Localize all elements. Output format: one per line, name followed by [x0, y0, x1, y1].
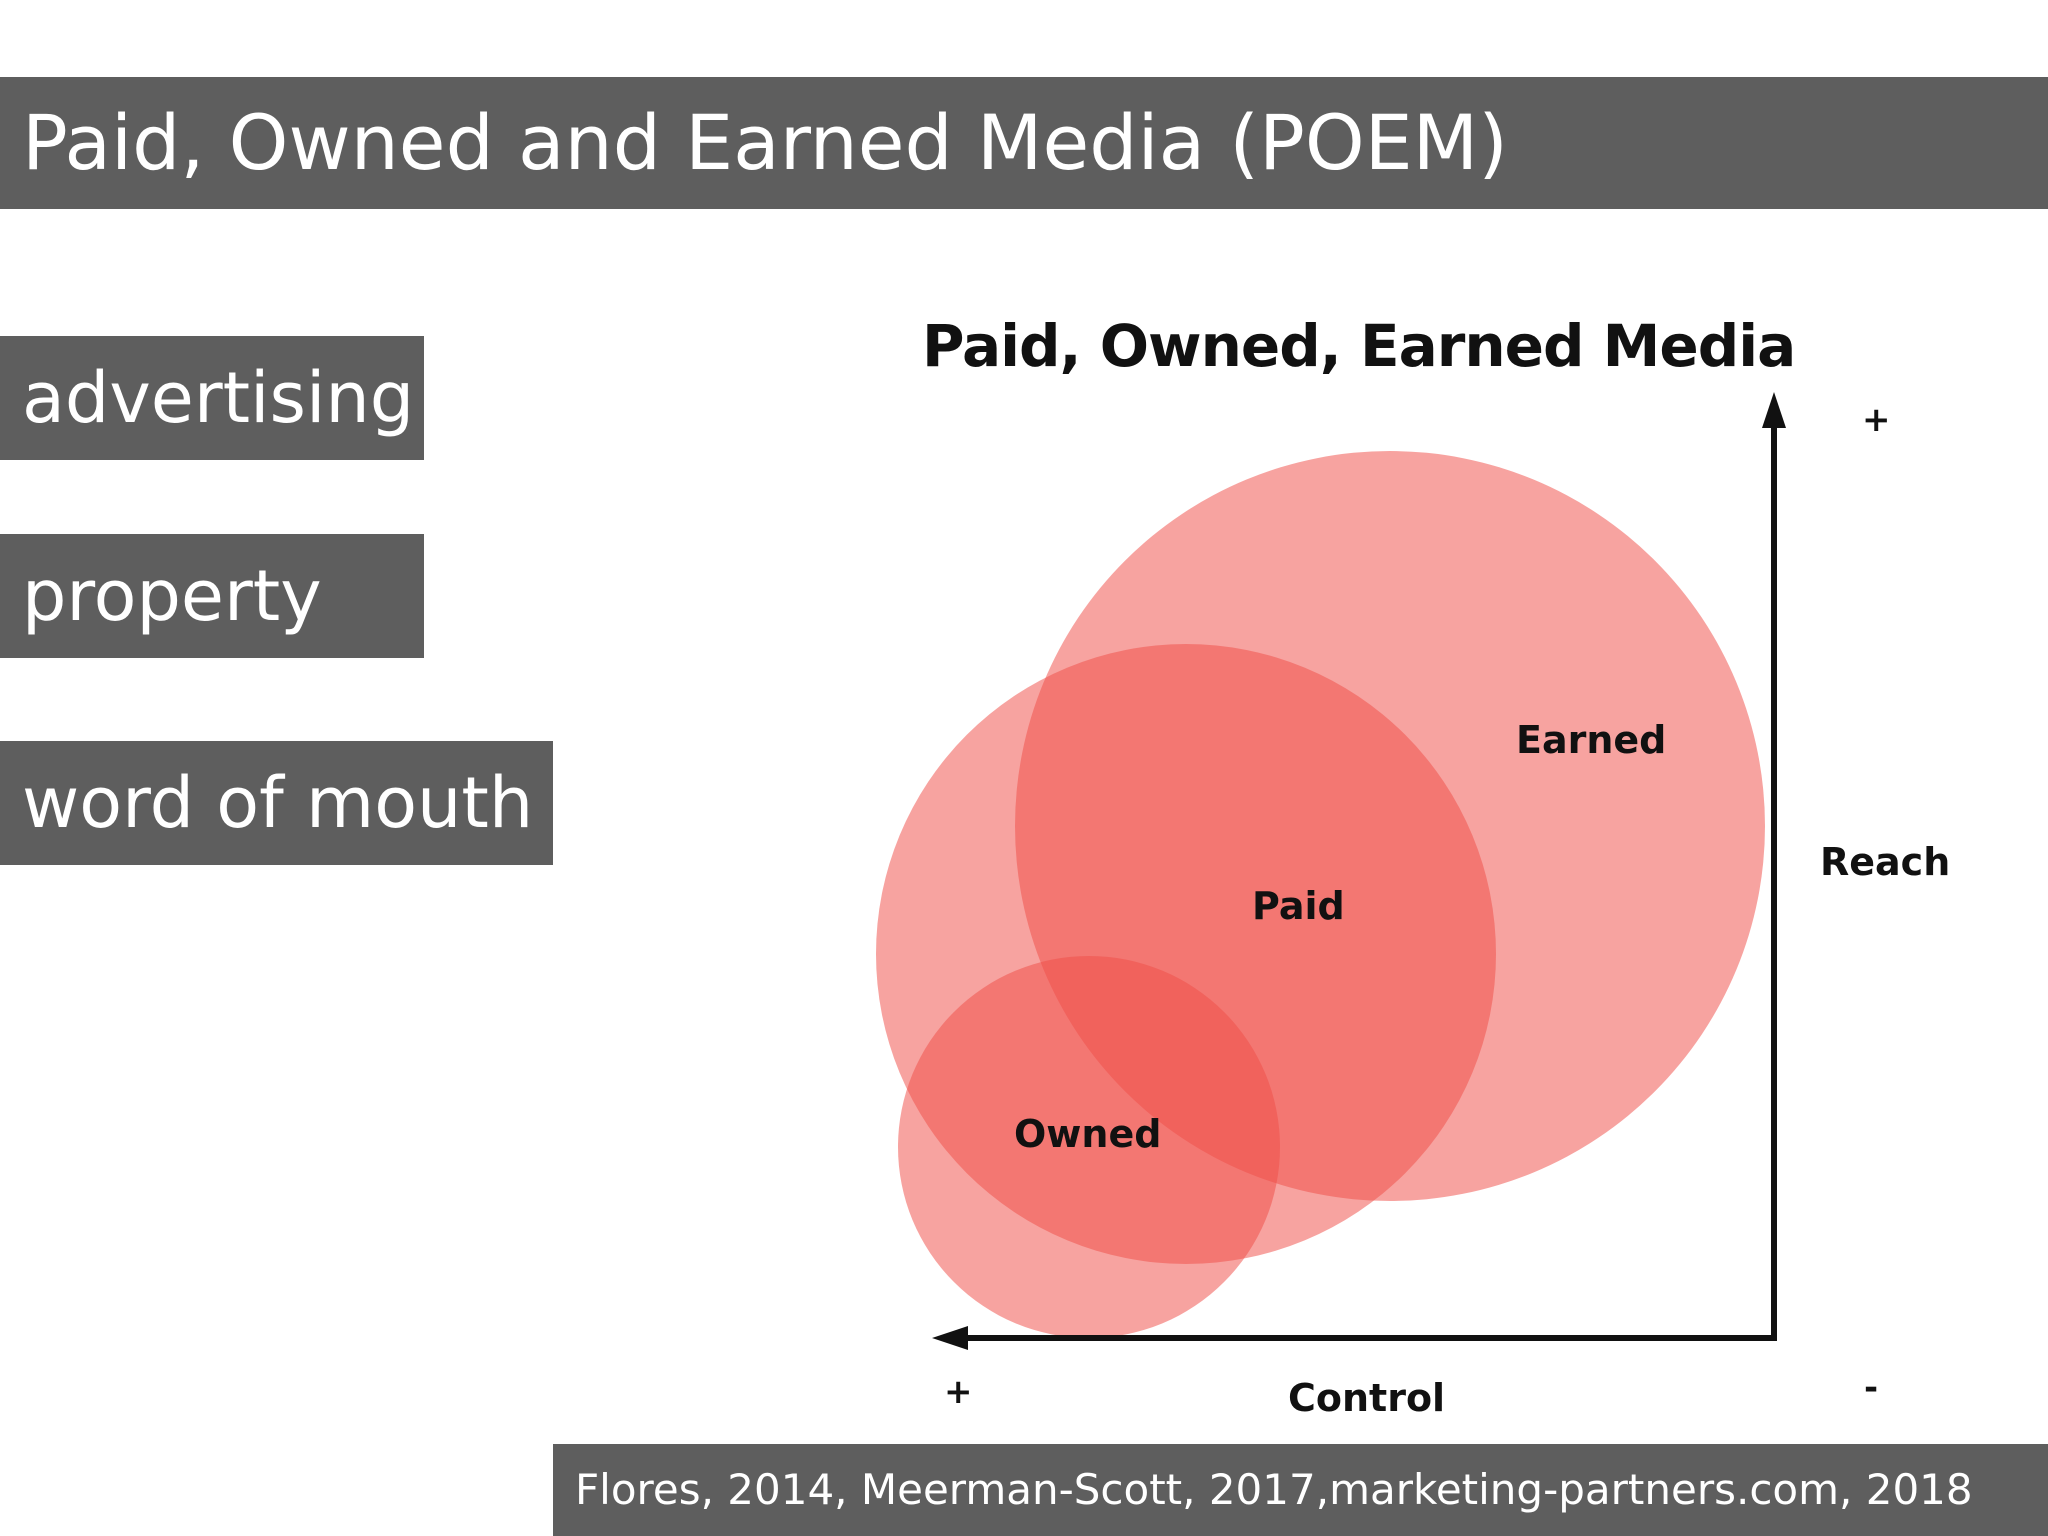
paid-label: Paid [1252, 884, 1345, 928]
earned-label: Earned [1516, 718, 1667, 762]
title-bar: Paid, Owned and Earned Media (POEM) [0, 77, 2048, 209]
reach-plus-label: + [1862, 400, 1891, 440]
control-axis-label: Control [1288, 1376, 1446, 1420]
slide-title: Paid, Owned and Earned Media (POEM) [22, 98, 1508, 187]
owned-label: Owned [1014, 1112, 1162, 1156]
tag-word-of-mouth: word of mouth [0, 741, 553, 865]
citation-bar: Flores, 2014, Meerman-Scott, 2017,market… [553, 1444, 2048, 1536]
axes [932, 392, 1786, 1350]
owned-circle [898, 956, 1280, 1338]
diagram-canvas [876, 392, 1786, 1350]
poem-diagram: Paid, Owned, Earned Media Earned Paid Ow… [840, 290, 1980, 1450]
diagram-title: Paid, Owned, Earned Media [922, 312, 1796, 380]
reach-axis-label: Reach [1820, 840, 1951, 884]
control-minus-label: - [1864, 1368, 1879, 1408]
tag-advertising: advertising [0, 336, 424, 460]
control-axis-arrowhead [932, 1326, 968, 1350]
control-plus-label: + [944, 1372, 973, 1412]
reach-axis-arrowhead [1762, 392, 1786, 428]
citation-text: Flores, 2014, Meerman-Scott, 2017,market… [575, 1465, 1973, 1514]
tag-property: property [0, 534, 424, 658]
circles [876, 451, 1765, 1338]
